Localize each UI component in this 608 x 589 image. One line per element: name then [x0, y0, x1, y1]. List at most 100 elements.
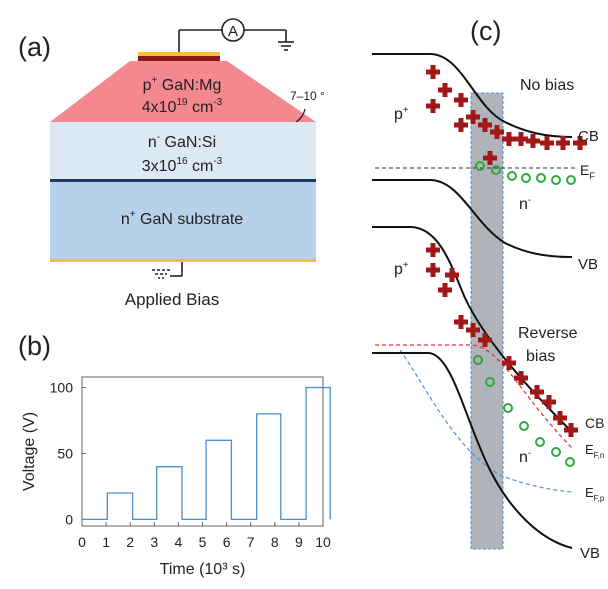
electron-icon [485, 377, 495, 387]
voltage-series-line [82, 386, 331, 521]
applied-bias-label: Applied Bias [125, 290, 220, 309]
electron-icon [507, 171, 517, 181]
n-layer-name: n- GaN:Si [148, 132, 216, 151]
x-axis-label: Time (10³ s) [160, 561, 246, 578]
hole-icon [542, 395, 556, 409]
x-tick-label: 9 [295, 534, 303, 550]
p-layer-name: p+ GaN:Mg [143, 75, 222, 94]
hole-icon [490, 125, 504, 139]
hole-icon [426, 99, 440, 113]
p-region-label-top: p+ [394, 105, 409, 123]
y-tick-label: 0 [65, 511, 73, 527]
top-contact-gold [138, 52, 220, 56]
electron-icon [551, 175, 561, 185]
hole-icon [526, 134, 540, 148]
hole-icon [564, 423, 578, 437]
x-tick-label: 2 [126, 534, 134, 550]
reverse-label: Reverse [518, 325, 578, 342]
hole-icon [514, 371, 528, 385]
cb-label-top: CB [578, 128, 599, 145]
angle-arc [295, 108, 306, 123]
hole-icon [502, 356, 516, 370]
angle-label: 7–10 ° [290, 89, 325, 103]
panel-label-b: (b) [18, 331, 51, 361]
panel-label-c: (c) [470, 16, 501, 46]
hole-icon [483, 151, 497, 165]
top-contact-metal [138, 56, 220, 61]
hole-icon [438, 283, 452, 297]
hole-icon [438, 83, 452, 97]
ef-label: EF [580, 162, 595, 181]
ground-icon [278, 41, 294, 51]
ammeter-label: A [228, 23, 238, 40]
vb-label-bottom: VB [580, 545, 600, 562]
electron-icon [491, 165, 501, 175]
no-bias-label: No bias [520, 77, 574, 94]
y-tick-label: 50 [57, 445, 73, 461]
hole-icon [426, 65, 440, 79]
hole-icon [573, 136, 587, 150]
substrate-label: n+ GaN substrate [121, 209, 243, 228]
x-tick-label: 5 [199, 534, 207, 550]
interface-line [50, 179, 316, 182]
x-tick-label: 7 [247, 534, 255, 550]
x-tick-label: 8 [271, 534, 279, 550]
vb-reverse-line [372, 352, 573, 549]
efp-label: EF,p [585, 485, 605, 503]
p-gan-layer [50, 61, 316, 122]
electron-icon [519, 421, 529, 431]
p-region-label-bottom: p+ [394, 260, 409, 278]
quasi-fermi-n-line [375, 344, 573, 449]
plot-frame [81, 376, 324, 527]
y-axis-label: Voltage (V) [21, 412, 38, 491]
x-tick-label: 1 [102, 534, 110, 550]
x-tick-label: 4 [175, 534, 183, 550]
hole-icon [556, 136, 570, 150]
hole-icon [466, 323, 480, 337]
electron-icon [565, 457, 575, 467]
n-gan-layer [50, 122, 316, 179]
bottom-contact [50, 259, 316, 262]
electron-icon [566, 175, 576, 185]
hole-icon [426, 243, 440, 257]
hole-icon [426, 263, 440, 277]
vb-label-top: VB [578, 256, 598, 273]
top-wiring [178, 29, 287, 52]
carriers [426, 65, 587, 467]
electron-icon [475, 161, 485, 171]
electron-icon [473, 355, 483, 365]
hole-icon [514, 132, 528, 146]
hole-icon [553, 411, 567, 425]
hole-icon [478, 118, 492, 132]
cb-no-bias-line [372, 53, 573, 138]
hole-icon [454, 315, 468, 329]
ammeter-icon [221, 18, 245, 42]
x-tick-label: 0 [78, 534, 86, 550]
efn-label: EF,n [585, 442, 604, 460]
electron-icon [503, 403, 513, 413]
x-tick-label: 6 [223, 534, 231, 550]
electron-icon [521, 173, 531, 183]
depletion-region [470, 92, 504, 550]
hole-icon [502, 132, 516, 146]
hole-icon [478, 333, 492, 347]
electron-icon [535, 437, 545, 447]
panel-label-a: (a) [18, 32, 51, 62]
x-tick-label: 10 [315, 534, 331, 550]
y-tick-label: 100 [50, 380, 74, 396]
bias-terminal-icon [152, 262, 183, 279]
p-layer-concentration: 4x1019 cm-3 [142, 97, 223, 116]
n-region-label-bottom: n- [519, 448, 531, 466]
hole-icon [445, 268, 459, 282]
vb-no-bias-line [372, 179, 573, 258]
hole-icon [466, 110, 480, 124]
cb-label-bottom: CB [585, 415, 604, 431]
hole-icon [540, 136, 554, 150]
electron-icon [551, 447, 561, 457]
electron-icon [536, 173, 546, 183]
n-region-label-top: n- [519, 195, 531, 213]
hole-icon [454, 93, 468, 107]
x-tick-label: 3 [150, 534, 158, 550]
